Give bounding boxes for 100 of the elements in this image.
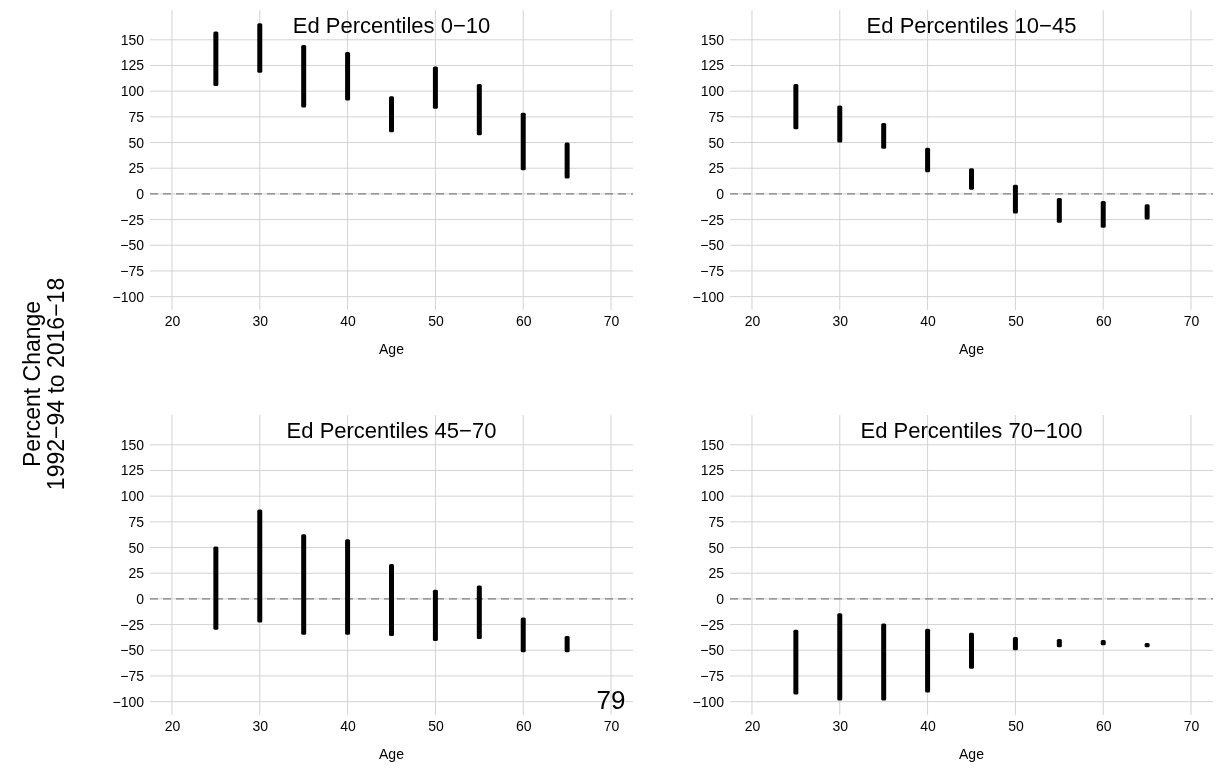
x-tick-label: 40 bbox=[340, 717, 357, 734]
y-tick-label: −50 bbox=[120, 237, 145, 254]
bar bbox=[564, 635, 570, 653]
x-tick-label: 40 bbox=[340, 312, 357, 329]
bar bbox=[881, 623, 887, 701]
x-tick-label: 30 bbox=[832, 717, 849, 734]
x-tick-label: 30 bbox=[832, 312, 849, 329]
y-tick-label: 50 bbox=[708, 134, 725, 151]
y-tick-label: −25 bbox=[120, 211, 145, 228]
y-tick-label: 150 bbox=[700, 31, 725, 48]
bar bbox=[476, 585, 482, 639]
x-tick-label: 60 bbox=[515, 717, 532, 734]
x-tick-label: 70 bbox=[603, 312, 620, 329]
y-tick-label: 100 bbox=[700, 488, 725, 505]
x-tick-label: 20 bbox=[744, 312, 761, 329]
bar bbox=[476, 83, 482, 136]
chart-title: Ed Percentiles 70−100 bbox=[860, 418, 1083, 443]
y-tick-label: 25 bbox=[128, 565, 145, 582]
y-tick-label: 25 bbox=[708, 160, 725, 177]
x-tick-label: 70 bbox=[1183, 312, 1200, 329]
x-tick-label: 70 bbox=[1183, 717, 1200, 734]
bar bbox=[432, 589, 438, 642]
bar bbox=[301, 44, 307, 108]
bar bbox=[837, 105, 843, 143]
y-tick-label: 0 bbox=[716, 185, 725, 202]
y-tick-label: 0 bbox=[716, 590, 725, 607]
y-tick-label: −75 bbox=[120, 262, 145, 279]
y-tick-label: −50 bbox=[120, 642, 145, 659]
bar bbox=[1056, 638, 1062, 648]
x-axis-title: Age bbox=[379, 746, 405, 762]
x-tick-label: 50 bbox=[428, 717, 444, 734]
bar bbox=[257, 23, 263, 73]
y-tick-label: 75 bbox=[128, 108, 145, 125]
x-tick-label: 70 bbox=[603, 717, 620, 734]
y-tick-label: −50 bbox=[700, 642, 725, 659]
y-tick-label: 150 bbox=[700, 436, 725, 453]
bar bbox=[389, 563, 394, 636]
y-tick-label: 125 bbox=[120, 57, 145, 74]
y-tick-label: 75 bbox=[708, 513, 725, 530]
y-tick-label: 75 bbox=[708, 108, 725, 125]
bar bbox=[520, 617, 526, 653]
bar bbox=[793, 83, 799, 130]
y-tick-label: −75 bbox=[120, 667, 145, 684]
x-axis-title: Age bbox=[959, 341, 985, 357]
bar bbox=[925, 147, 931, 173]
x-tick-label: 20 bbox=[164, 717, 181, 734]
bar bbox=[881, 123, 887, 149]
y-tick-label: 0 bbox=[136, 590, 145, 607]
bar bbox=[1144, 204, 1150, 220]
chart-title: Ed Percentiles 0−10 bbox=[292, 13, 491, 38]
chart-title: Ed Percentiles 45−70 bbox=[286, 418, 497, 443]
x-tick-label: 60 bbox=[515, 312, 532, 329]
y-tick-label: 50 bbox=[128, 539, 145, 556]
bar bbox=[301, 534, 307, 635]
bar bbox=[925, 628, 931, 693]
bar bbox=[969, 632, 974, 669]
y-tick-label: −25 bbox=[700, 616, 725, 633]
chart-title: Ed Percentiles 10−45 bbox=[866, 13, 1077, 38]
y-tick-label: −100 bbox=[112, 693, 145, 710]
x-tick-label: 50 bbox=[1008, 312, 1024, 329]
y-tick-label: −50 bbox=[700, 237, 725, 254]
y-tick-label: 100 bbox=[700, 83, 725, 100]
x-tick-label: 60 bbox=[1095, 717, 1112, 734]
bar bbox=[1012, 636, 1018, 651]
annotation: 79 bbox=[596, 685, 626, 715]
bar bbox=[520, 112, 526, 171]
x-tick-label: 30 bbox=[252, 312, 269, 329]
bar bbox=[837, 613, 843, 701]
y-tick-label: −100 bbox=[692, 288, 725, 305]
y-tick-label: −25 bbox=[700, 211, 725, 228]
x-tick-label: 20 bbox=[744, 717, 761, 734]
y-tick-label: 125 bbox=[700, 57, 725, 74]
y-tick-label: 25 bbox=[128, 160, 145, 177]
x-tick-label: 50 bbox=[1008, 717, 1024, 734]
y-tick-label: 150 bbox=[120, 31, 145, 48]
y-tick-label: 100 bbox=[120, 488, 145, 505]
y-axis-title: Percent Change 1992−94 to 2016−18 bbox=[19, 277, 70, 491]
bar bbox=[257, 509, 263, 623]
bar bbox=[969, 168, 974, 190]
bar bbox=[345, 539, 351, 635]
bar bbox=[1012, 184, 1018, 214]
y-tick-label: 75 bbox=[128, 513, 145, 530]
y-tick-label: −75 bbox=[700, 262, 725, 279]
bar bbox=[1056, 198, 1062, 223]
y-tick-label: −75 bbox=[700, 667, 725, 684]
bar bbox=[564, 142, 570, 179]
y-tick-label: 100 bbox=[120, 83, 145, 100]
y-tick-label: 25 bbox=[708, 565, 725, 582]
y-tick-label: −100 bbox=[112, 288, 145, 305]
bar bbox=[389, 96, 394, 133]
bar bbox=[345, 52, 351, 101]
y-tick-label: 0 bbox=[136, 185, 145, 202]
bar bbox=[432, 66, 438, 109]
y-tick-label: 150 bbox=[120, 436, 145, 453]
bar bbox=[213, 546, 219, 630]
y-tick-label: −100 bbox=[692, 693, 725, 710]
x-tick-label: 20 bbox=[164, 312, 181, 329]
bar bbox=[213, 31, 219, 87]
bar bbox=[793, 629, 799, 695]
x-axis-title: Age bbox=[379, 341, 405, 357]
